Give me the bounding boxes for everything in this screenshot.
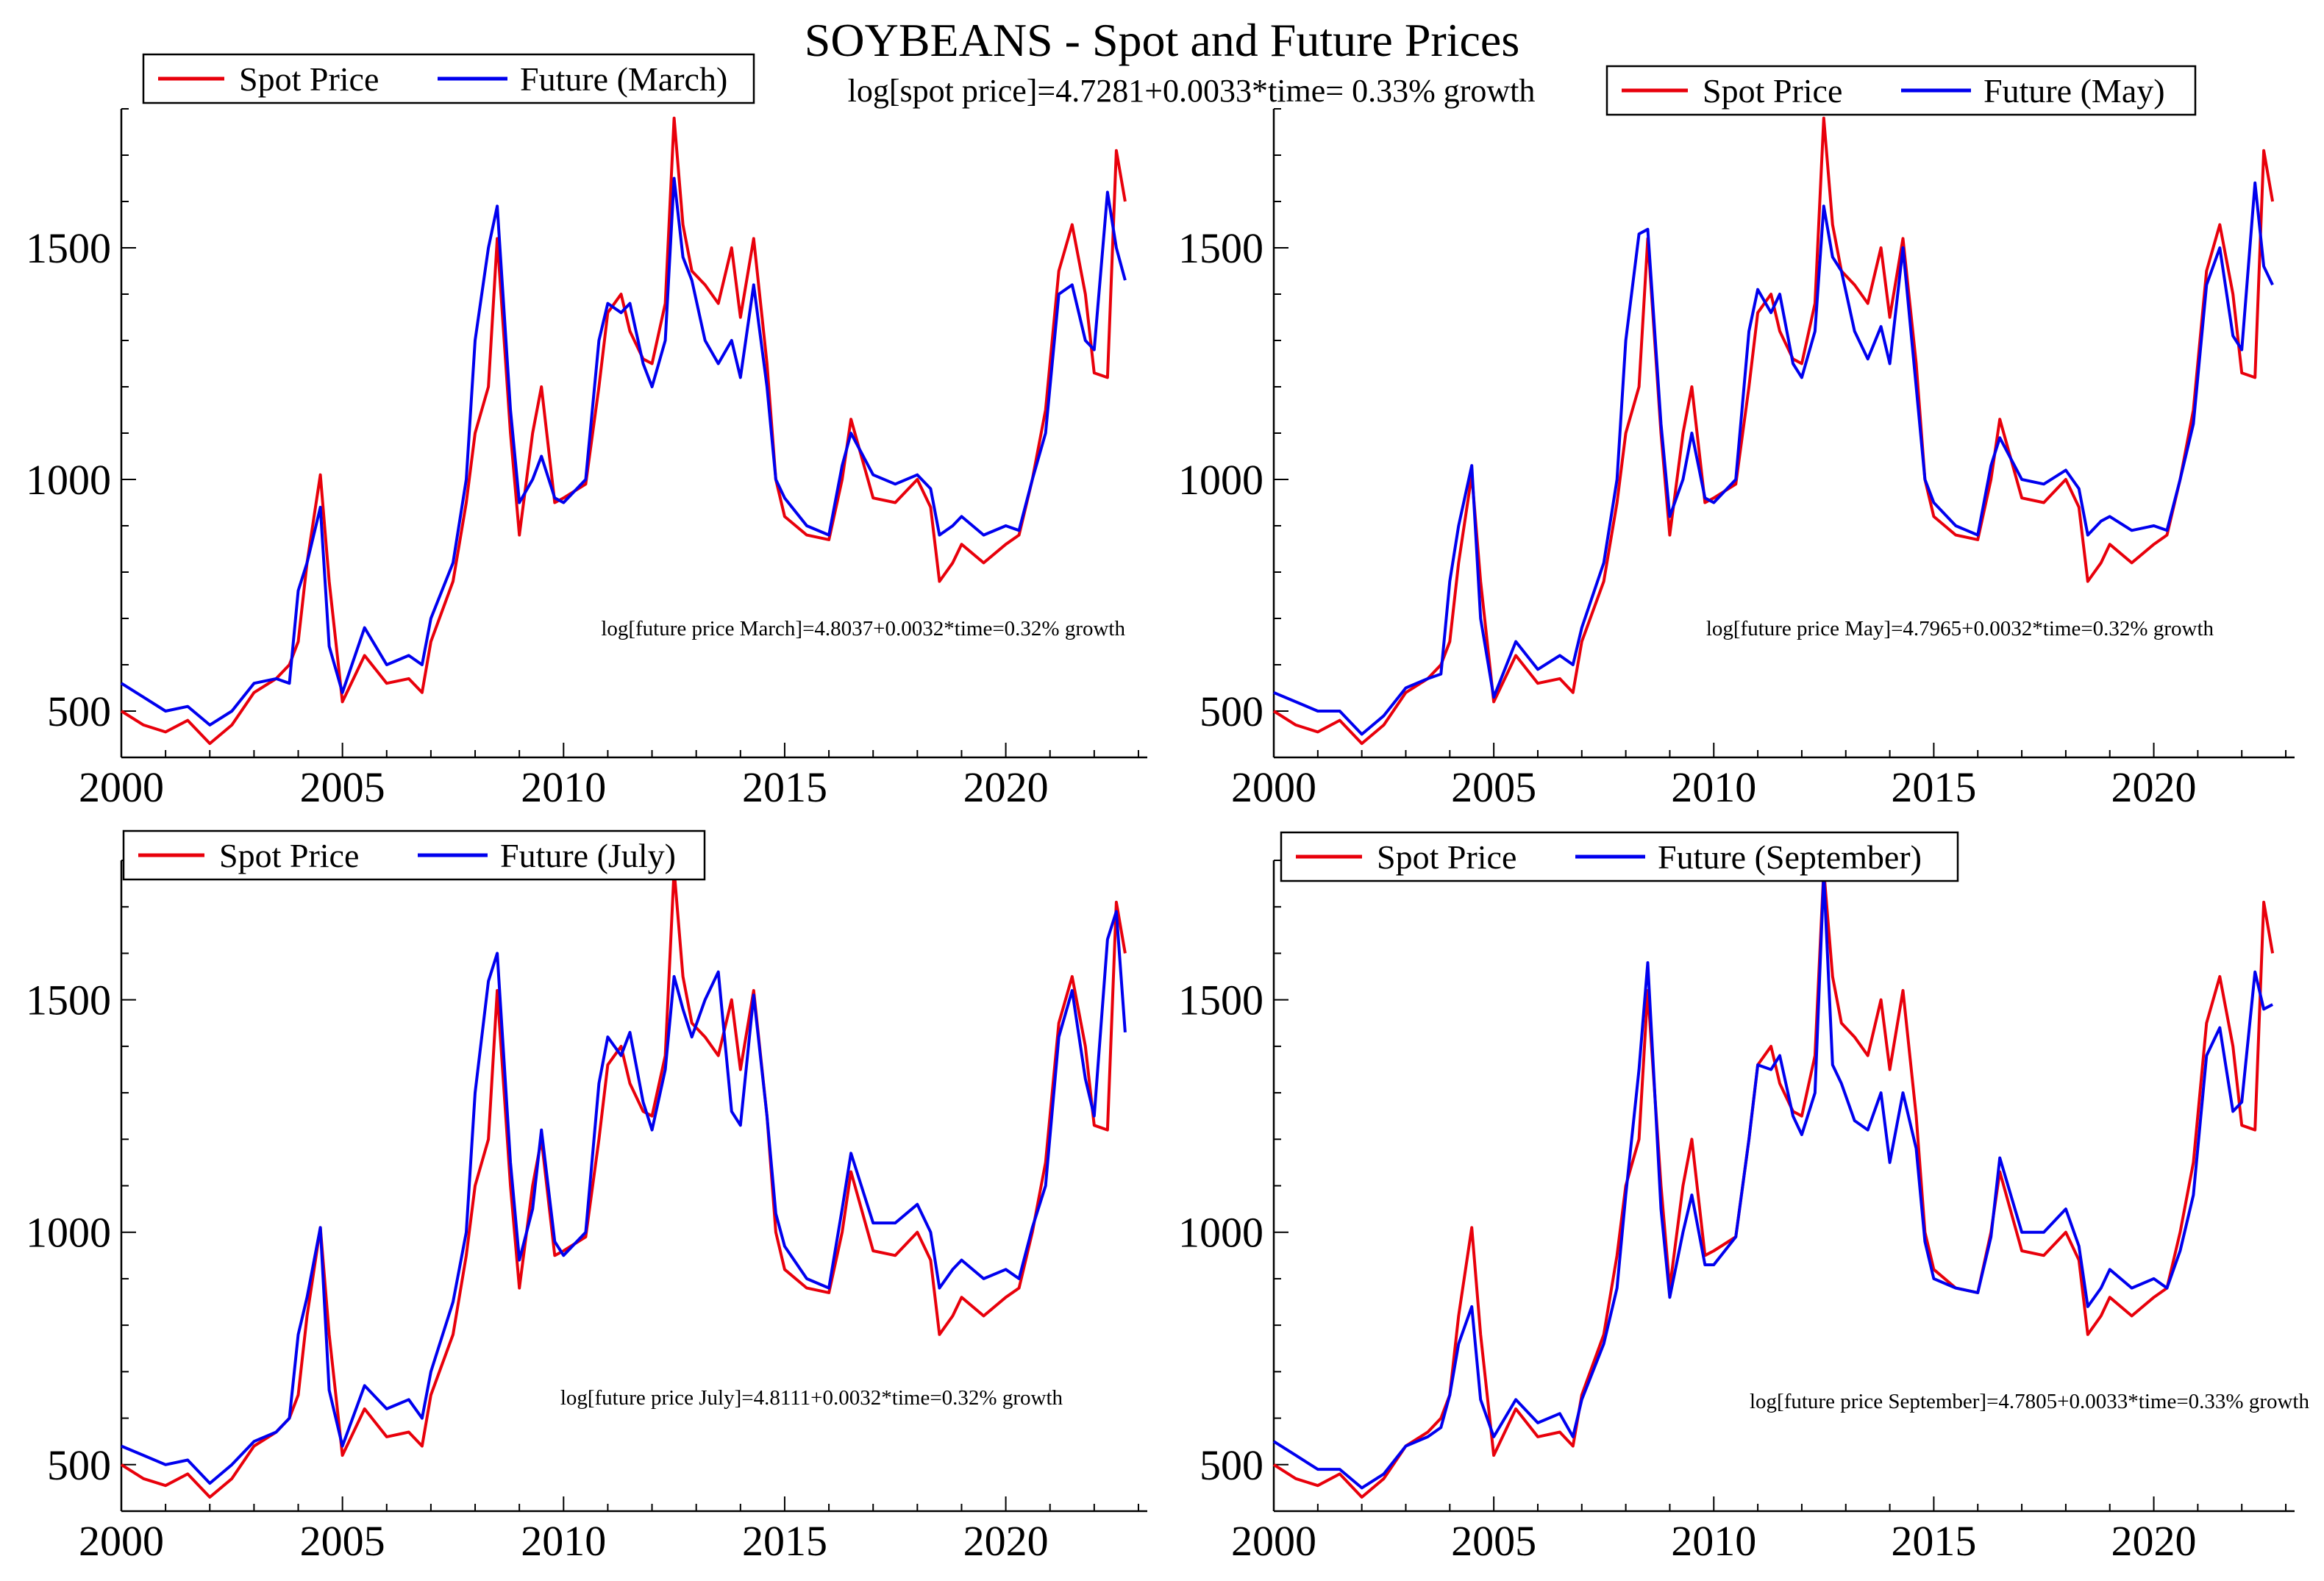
- legend-label-spot: Spot Price: [239, 60, 379, 98]
- legend: Spot Price Future (May): [1605, 65, 2197, 116]
- x-tick-label: 2000: [79, 1517, 164, 1565]
- x-tick-label: 2010: [1671, 1517, 1756, 1565]
- y-tick-label: 500: [47, 688, 111, 735]
- y-tick-label: 1000: [1178, 456, 1263, 504]
- legend: Spot Price Future (March): [142, 53, 755, 104]
- y-tick-label: 1500: [26, 977, 111, 1024]
- figure-subtitle: log[spot price]=4.7281+0.0033*time= 0.33…: [848, 73, 1536, 109]
- x-tick-label: 2015: [742, 763, 827, 811]
- y-tick-label: 500: [1200, 1441, 1263, 1489]
- y-tick-label: 1000: [26, 1209, 111, 1257]
- x-tick-label: 2000: [1231, 763, 1316, 811]
- spot-price-line: [120, 116, 1127, 746]
- chart-panel-1: 500 1000 1500 2000 2005 2010 2015 2020 Spot Pric…: [26, 53, 1147, 811]
- x-tick-label: 2010: [521, 763, 606, 811]
- x-tick-label: 2010: [1671, 763, 1756, 811]
- x-tick-label: 2020: [2111, 763, 2197, 811]
- x-tick-label: 2020: [963, 763, 1049, 811]
- spot-price-line: [1272, 116, 2275, 746]
- spot-price-line: [1272, 868, 2275, 1499]
- x-tick-label: 2005: [300, 1517, 385, 1565]
- y-tick-label: 1500: [1178, 224, 1263, 272]
- chart-panel-2: 500 1000 1500 2000 2005 2010 2015 2020 Spot Pric…: [1178, 65, 2295, 811]
- x-tick-label: 2010: [521, 1517, 606, 1565]
- legend-label-spot: Spot Price: [219, 837, 359, 874]
- x-tick-label: 2015: [1891, 763, 1976, 811]
- y-tick-label: 1000: [1178, 1209, 1263, 1257]
- x-tick-label: 2015: [1891, 1517, 1976, 1565]
- legend-label-future: Future (July): [500, 837, 676, 874]
- future-price-line: [120, 176, 1127, 727]
- x-tick-label: 2000: [1231, 1517, 1316, 1565]
- legend-label-future: Future (March): [520, 60, 727, 98]
- chart-panel-4: 500 1000 1500 2000 2005 2010 2015 2020 Spot Pric…: [1178, 831, 2310, 1565]
- regression-annotation: log[future price March]=4.8037+0.0032*ti…: [601, 617, 1125, 640]
- y-tick-label: 1500: [26, 224, 111, 272]
- regression-annotation: log[future price September]=4.7805+0.003…: [1750, 1390, 2310, 1413]
- x-tick-label: 2020: [2111, 1517, 2197, 1565]
- legend-box: [142, 53, 755, 104]
- future-price-line: [1272, 873, 2274, 1490]
- regression-annotation: log[future price May]=4.7965+0.0032*time…: [1706, 617, 2214, 640]
- y-tick-label: 1000: [26, 456, 111, 504]
- legend-label-spot: Spot Price: [1377, 838, 1516, 876]
- x-tick-label: 2005: [1451, 1517, 1536, 1565]
- regression-annotation: log[future price July]=4.8111+0.0032*tim…: [560, 1386, 1063, 1410]
- x-tick-label: 2005: [300, 763, 385, 811]
- x-tick-label: 2000: [79, 763, 164, 811]
- chart-panel-3: 500 1000 1500 2000 2005 2010 2015 2020 Spot Pric…: [26, 829, 1147, 1565]
- legend-label-spot: Spot Price: [1703, 72, 1842, 110]
- figure-title: SOYBEANS - Spot and Future Prices: [805, 14, 1519, 66]
- legend: Spot Price Future (July): [122, 829, 706, 881]
- x-tick-label: 2005: [1451, 763, 1536, 811]
- legend-label-future: Future (May): [1983, 72, 2165, 110]
- legend-label-future: Future (September): [1658, 838, 1922, 876]
- future-price-line: [121, 910, 1127, 1485]
- y-tick-label: 500: [1200, 688, 1263, 735]
- legend-box: [122, 829, 706, 881]
- legend: Spot Price Future (September): [1280, 831, 1959, 882]
- future-price-line: [1273, 181, 2274, 736]
- y-tick-label: 500: [47, 1441, 111, 1489]
- x-tick-label: 2015: [742, 1517, 827, 1565]
- y-tick-label: 1500: [1178, 977, 1263, 1024]
- legend-box: [1605, 65, 2197, 116]
- x-tick-label: 2020: [963, 1517, 1049, 1565]
